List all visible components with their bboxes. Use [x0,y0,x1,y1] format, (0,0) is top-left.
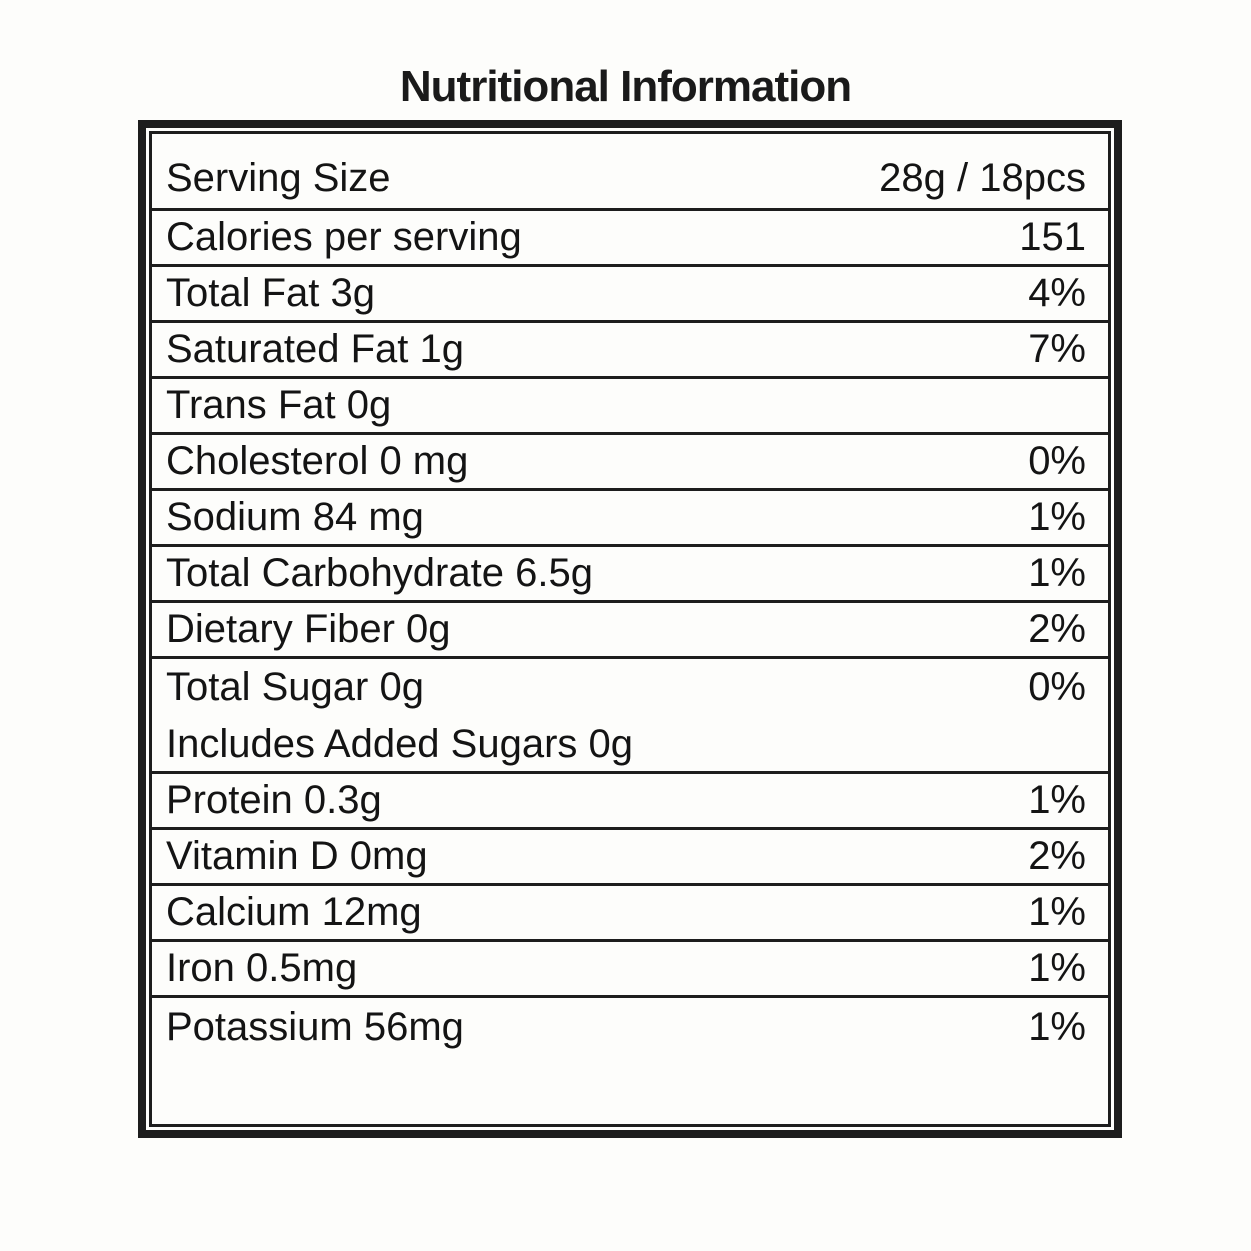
table-row: Calories per serving 151 [152,211,1108,267]
row-label: Serving Size [166,155,391,200]
row-value: 1% [1028,890,1086,934]
table-row: Total Fat 3g 4% [152,267,1108,323]
table-row: Trans Fat 0g [152,379,1108,435]
row-label: Saturated Fat 1g [166,327,464,371]
row-label: Iron 0.5mg [166,946,358,990]
table-row-sugars: Total Sugar 0g Includes Added Sugars 0g … [152,659,1108,774]
row-value: 1% [1028,1005,1086,1049]
row-label: Dietary Fiber 0g [166,607,451,651]
row-label: Potassium 56mg [166,1005,464,1049]
row-value: 0% [1028,665,1086,709]
row-label: Trans Fat 0g [166,383,392,427]
nutrition-table: Serving Size 28g / 18pcs Calories per se… [138,120,1122,1138]
row-value: 1% [1028,495,1086,539]
table-row: Total Carbohydrate 6.5g 1% [152,547,1108,603]
row-value: 28g / 18pcs [879,155,1086,200]
row-value: 0% [1028,439,1086,483]
row-label: Total Fat 3g [166,271,376,315]
table-row: Potassium 56mg 1% [152,998,1108,1084]
row-label: Cholesterol 0 mg [166,439,469,483]
table-row: Iron 0.5mg 1% [152,942,1108,998]
row-value: 1% [1028,946,1086,990]
table-row: Serving Size 28g / 18pcs [152,134,1108,211]
row-label: Vitamin D 0mg [166,834,428,878]
row-label: Protein 0.3g [166,778,382,822]
page-title: Nutritional Information [399,62,852,111]
row-label: Calcium 12mg [166,890,422,934]
row-value: 151 [1019,215,1086,259]
row-value: 1% [1028,551,1086,595]
nutrition-table-body: Serving Size 28g / 18pcs Calories per se… [149,131,1111,1127]
row-value: 1% [1028,778,1086,822]
table-row: Vitamin D 0mg 2% [152,830,1108,886]
table-row: Cholesterol 0 mg 0% [152,435,1108,491]
table-row: Calcium 12mg 1% [152,886,1108,942]
table-row: Dietary Fiber 0g 2% [152,603,1108,659]
table-row: Saturated Fat 1g 7% [152,323,1108,379]
row-label: Total Sugar 0g [166,665,424,709]
row-label: Total Carbohydrate 6.5g [166,551,593,595]
table-row: Sodium 84 mg 1% [152,491,1108,547]
row-label: Sodium 84 mg [166,495,424,539]
row-label: Calories per serving [166,215,522,259]
row-sublabel: Includes Added Sugars 0g [166,722,634,766]
row-value: 2% [1028,607,1086,651]
row-value: 4% [1028,271,1086,315]
table-row: Protein 0.3g 1% [152,774,1108,830]
row-value: 7% [1028,327,1086,371]
row-label-group: Total Sugar 0g Includes Added Sugars 0g [166,659,633,773]
row-value: 2% [1028,834,1086,878]
